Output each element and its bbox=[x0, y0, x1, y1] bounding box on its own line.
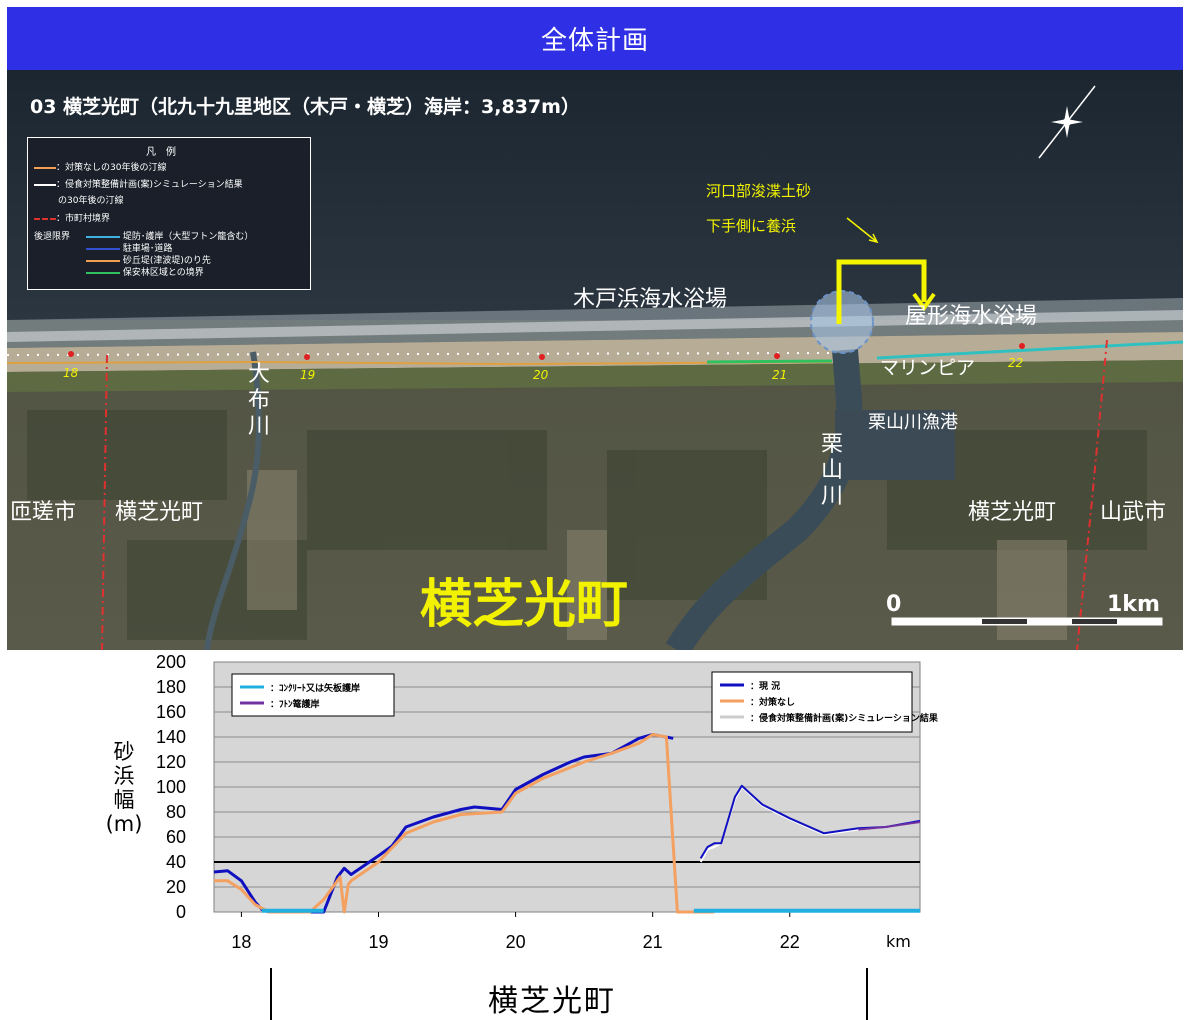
dredge-area-marker bbox=[810, 290, 874, 354]
legend-item: ：対策なしの30年後の汀線 bbox=[34, 160, 166, 173]
label-town-west: 横芝光町 bbox=[115, 500, 204, 525]
label-kuriyama-port: 栗山川漁港 bbox=[868, 412, 958, 433]
legend-item: 保安林区域との境界 bbox=[86, 265, 204, 278]
legend-label: ：対策なし bbox=[750, 696, 795, 708]
map-legend: 凡 例 ：対策なしの30年後の汀線 ：侵食対策整備計画(案)シミュレーション結果… bbox=[27, 137, 311, 290]
label-kido-beach: 木戸浜海水浴場 bbox=[573, 287, 728, 312]
km-marker: 20 bbox=[533, 368, 549, 382]
label-kuriyama-river: 栗山川 bbox=[820, 432, 843, 509]
y-tick-label: 40 bbox=[166, 852, 186, 872]
boundary-bar-right bbox=[866, 968, 868, 1020]
note-line-2: 下手側に養浜 bbox=[706, 217, 797, 235]
chart-ylabel: 砂浜幅(m) bbox=[105, 740, 143, 836]
y-tick-label: 80 bbox=[166, 802, 186, 822]
series-line bbox=[858, 821, 921, 831]
label-sosa-city: 匝瑳市 bbox=[10, 500, 77, 525]
y-tick-label: 140 bbox=[156, 727, 186, 747]
legend-swatch bbox=[86, 235, 120, 238]
legend-label: ：ﾌﾄﾝ篭護岸 bbox=[270, 698, 320, 710]
chart-xlabel: km bbox=[886, 932, 911, 951]
y-tick-label: 0 bbox=[176, 902, 186, 922]
km-marker: 22 bbox=[1008, 356, 1024, 370]
legend-retreat-title: 後退限界 bbox=[34, 232, 71, 242]
legend-swatch bbox=[34, 217, 56, 220]
beach-width-chart: 0 20 40 60 80 100 120 140 160 180 200 18 19 20 21 22 ：… bbox=[156, 652, 939, 952]
y-tick-label: 160 bbox=[156, 702, 186, 722]
compass-icon bbox=[1038, 85, 1096, 159]
legend-item: 駐車場･道路 bbox=[86, 241, 172, 254]
y-tick-label: 200 bbox=[156, 652, 186, 672]
x-tick-label: 19 bbox=[368, 932, 388, 952]
km-marker: 21 bbox=[772, 368, 788, 382]
label-marinepia: マリンピア bbox=[880, 357, 976, 379]
page-header: 全体計画 bbox=[7, 7, 1183, 70]
legend-left bbox=[231, 673, 395, 717]
header-title: 全体計画 bbox=[540, 26, 649, 56]
map-title: 03 横芝光町（北九十九里地区（木戸・横芝）海岸：3,837m） bbox=[30, 96, 580, 118]
legend-item: ：侵食対策整備計画(案)シミュレーション結果 bbox=[34, 177, 243, 190]
aerial-map bbox=[7, 70, 1183, 650]
scale-bar bbox=[891, 617, 1163, 626]
boundary-bar-left bbox=[270, 968, 272, 1020]
legend-right bbox=[711, 671, 913, 733]
legend-swatch bbox=[86, 271, 120, 274]
scale-start: 0 bbox=[886, 592, 902, 617]
km-marker: 19 bbox=[300, 368, 316, 382]
x-tick-label: 21 bbox=[643, 932, 663, 952]
scale-end: 1km bbox=[1107, 592, 1160, 617]
label-town-big: 横芝光町 bbox=[420, 575, 629, 635]
x-tick-label: 22 bbox=[780, 932, 800, 952]
y-tick-label: 120 bbox=[156, 752, 186, 772]
y-tick-label: 180 bbox=[156, 677, 186, 697]
legend-swatch bbox=[34, 166, 56, 169]
legend-swatch bbox=[86, 259, 120, 262]
label-sanmu-city: 山武市 bbox=[1100, 500, 1167, 525]
km-marker: 18 bbox=[63, 366, 79, 380]
legend-label: ：現 況 bbox=[750, 680, 780, 692]
x-tick-label: 20 bbox=[506, 932, 526, 952]
y-tick-label: 100 bbox=[156, 777, 186, 797]
aerial-photo bbox=[7, 70, 1183, 650]
legend-heading: 凡 例 bbox=[146, 147, 176, 158]
legend-label: ：侵食対策整備計画(案)シミュレーション結果 bbox=[750, 712, 939, 724]
label-obu-river: 大布川 bbox=[247, 362, 270, 439]
x-tick-label: 18 bbox=[231, 932, 251, 952]
note-line-1: 河口部浚渫土砂 bbox=[706, 182, 812, 200]
y-tick-label: 60 bbox=[166, 827, 186, 847]
legend-swatch bbox=[86, 247, 120, 250]
label-town-east: 横芝光町 bbox=[968, 500, 1057, 525]
legend-item: 砂丘堤(津波堤)のり先 bbox=[86, 253, 211, 266]
legend-item: 堤防･護岸（大型フトン籠含む） bbox=[86, 229, 253, 242]
legend-item: ：市町村境界 bbox=[34, 211, 110, 224]
label-yakata-beach: 屋形海水浴場 bbox=[905, 304, 1038, 329]
bottom-town-label: 横芝光町 bbox=[488, 984, 616, 1019]
y-tick-label: 20 bbox=[166, 877, 186, 897]
nourishment-arrow bbox=[836, 259, 927, 324]
legend-swatch bbox=[34, 183, 56, 186]
legend-item: の30年後の汀線 bbox=[58, 196, 124, 206]
series-line bbox=[699, 784, 921, 859]
legend-label: ：ｺﾝｸﾘｰﾄ又は矢板護岸 bbox=[270, 682, 360, 694]
